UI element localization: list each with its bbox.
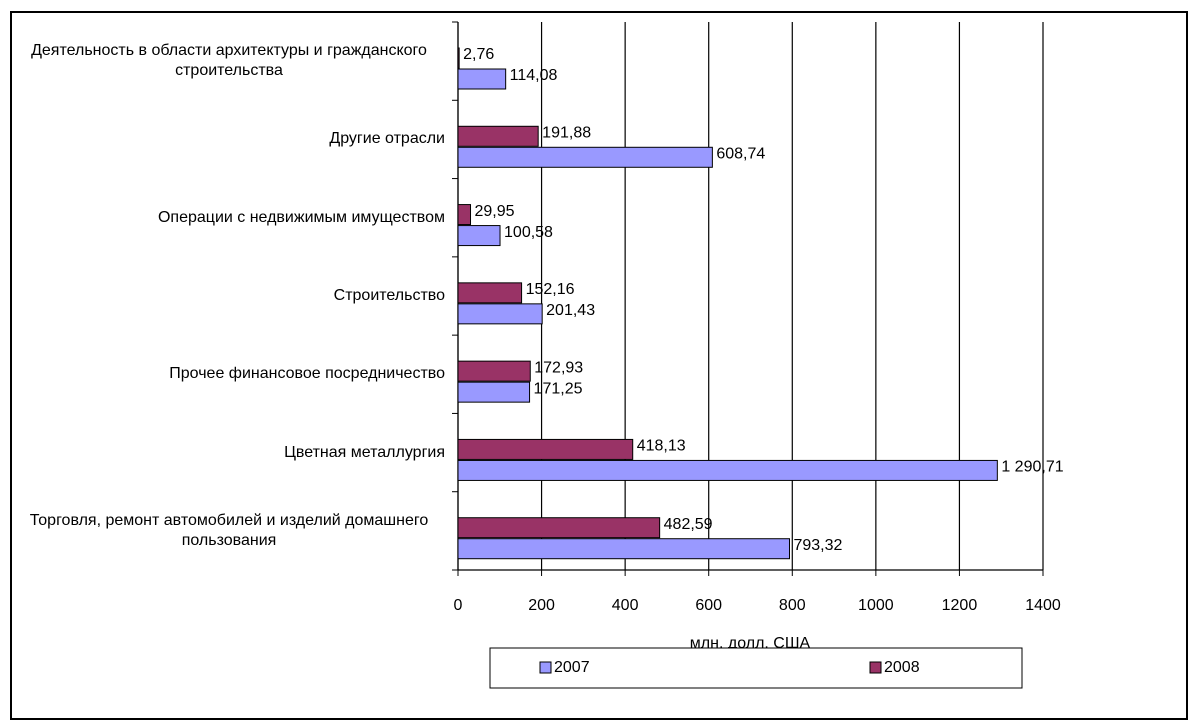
bar — [457, 303, 543, 325]
data-label: 29,95 — [475, 203, 515, 220]
legend-swatch — [869, 661, 882, 674]
bar — [457, 68, 507, 90]
x-tick-label: 200 — [528, 597, 555, 614]
category-text: Торговля, ремонт автомобилей и изделий д… — [29, 511, 429, 549]
data-label: 201,43 — [546, 302, 595, 319]
y-tick-label: Деятельность в области архитектуры и гра… — [13, 22, 445, 100]
bar — [457, 438, 634, 460]
data-label: 171,25 — [534, 380, 583, 397]
x-tick-label: 600 — [695, 597, 722, 614]
legend-label: 2007 — [554, 659, 590, 676]
legend-label: 2008 — [884, 659, 920, 676]
bar — [457, 146, 713, 168]
x-tick-label: 0 — [454, 597, 463, 614]
bar — [457, 204, 472, 226]
data-label: 152,16 — [526, 281, 575, 298]
x-tick-label: 800 — [779, 597, 806, 614]
bar — [457, 47, 460, 69]
data-label: 191,88 — [542, 125, 591, 142]
data-label: 100,58 — [504, 224, 553, 241]
x-tick-label: 1200 — [942, 597, 978, 614]
bar — [457, 538, 790, 560]
x-tick-label: 400 — [612, 597, 639, 614]
data-label: 482,59 — [664, 516, 713, 533]
data-label: 114,08 — [510, 67, 558, 84]
data-label: 2,76 — [463, 46, 494, 63]
y-tick-label: Операции с недвижимым имуществом — [158, 179, 445, 257]
bar — [457, 360, 531, 382]
legend-box — [489, 647, 1023, 689]
y-tick-label: Прочее финансовое посредничество — [169, 335, 445, 413]
y-tick-label: Цветная металлургия — [284, 413, 445, 491]
bar — [457, 282, 523, 304]
y-tick-label: Строительство — [334, 257, 445, 335]
data-label: 1 290,71 — [1001, 459, 1063, 476]
chart-frame — [10, 11, 1188, 720]
category-text: Деятельность в области архитектуры и гра… — [31, 42, 427, 80]
y-tick-label: Другие отрасли — [329, 100, 445, 178]
data-label: 793,32 — [793, 537, 842, 554]
bar — [457, 225, 501, 247]
category-text: Операции с недвижимым имуществом — [157, 208, 445, 226]
data-label: 172,93 — [534, 359, 583, 376]
bar — [457, 125, 539, 147]
data-label: 608,74 — [716, 146, 765, 163]
bar — [457, 517, 661, 539]
category-text: Прочее финансовое посредничество — [169, 365, 445, 383]
data-label: 418,13 — [637, 438, 686, 455]
category-text: Другие отрасли — [329, 130, 445, 148]
legend-swatch — [539, 661, 552, 674]
category-text: Цветная металлургия — [284, 443, 445, 461]
x-tick-label: 1000 — [858, 597, 894, 614]
x-tick-label: 1400 — [1025, 597, 1061, 614]
bar — [457, 459, 998, 481]
category-text: Строительство — [333, 286, 445, 304]
y-tick-label: Торговля, ремонт автомобилей и изделий д… — [13, 492, 445, 570]
bar — [457, 381, 531, 403]
